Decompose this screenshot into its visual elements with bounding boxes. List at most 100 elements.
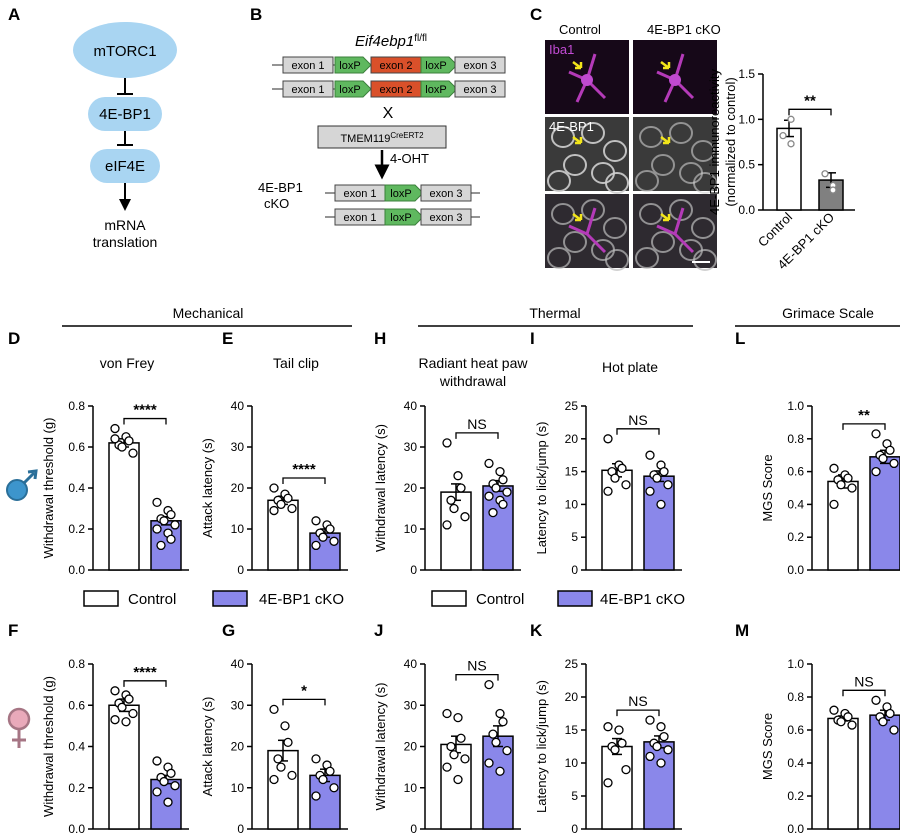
genetic-construct-diagram: Eif4ebp1fl/fl exon 1 loxP exon 2 loxP exon 3… <box>258 33 506 226</box>
y-tick-label: 0.0 <box>787 563 804 577</box>
y-tick-label: 10 <box>231 781 245 795</box>
cko-row-1-loxp <box>384 184 424 202</box>
data-point <box>885 708 895 719</box>
y-tick-label: 30 <box>404 440 418 454</box>
significance-bracket <box>616 428 660 435</box>
y-tick-label: 0 <box>571 563 578 577</box>
header-thermal: Thermal <box>529 305 580 321</box>
chart-l: 0.0 0.2 0.4 0.6 0.8 1.0 MGS Score ** <box>760 399 900 577</box>
y-tick-label: 0.2 <box>68 522 85 536</box>
data-point <box>283 737 293 748</box>
data-point <box>663 745 673 755</box>
panel-letter-g: G <box>222 621 235 640</box>
col-label-cko: 4E-BP1 cKO <box>647 22 721 37</box>
cko-row-2-exon1-label: exon 1 <box>343 212 376 224</box>
y-tick-label: 0.4 <box>787 756 804 770</box>
title-h-2: withdrawal <box>439 373 506 389</box>
data-point <box>663 480 673 490</box>
row-label-4ebp1: 4E-BP1 <box>549 119 594 134</box>
data-point <box>645 715 655 725</box>
y-tick-label: 0.6 <box>68 440 85 454</box>
panel-letter-e: E <box>222 329 233 348</box>
y-tick-label: 0.8 <box>787 690 804 704</box>
bar-control <box>440 491 472 571</box>
4ebp1-node <box>88 97 162 131</box>
y-tick-label: 20 <box>565 690 579 704</box>
chart-f: 0.0 0.2 0.4 0.6 0.8 Withdrawal threshold (g) *… <box>41 657 189 834</box>
y-tick-label: 10 <box>565 497 579 511</box>
flox-row-2-loxp-1 <box>334 80 372 98</box>
significance-label: **** <box>133 402 157 419</box>
y-tick-label: 40 <box>231 657 245 671</box>
y-tick-label: 20 <box>565 432 579 446</box>
flox-row-2-exon1-label: exon 1 <box>291 84 324 96</box>
panel-letter-i: I <box>530 329 535 348</box>
cko-label-2: cKO <box>264 196 289 211</box>
y-tick-label: 0.0 <box>68 563 85 577</box>
y-tick-label: 10 <box>565 756 579 770</box>
male-icon <box>6 469 38 501</box>
data-point <box>110 715 120 725</box>
data-point <box>885 445 895 455</box>
bar-control <box>108 442 140 571</box>
data-point <box>166 510 176 520</box>
flox-row-2-loxp-label: loxP <box>425 84 446 96</box>
y-tick-label: 0.4 <box>68 740 85 754</box>
cross-symbol: X <box>383 105 394 122</box>
significance-label: NS <box>854 673 873 689</box>
data-point <box>124 436 134 446</box>
significance-label: ** <box>858 407 870 424</box>
data-point <box>610 473 620 483</box>
data-point <box>283 493 293 503</box>
data-point <box>449 503 459 514</box>
microscopy-panel: Control 4E-BP1 cKO Iba1 4E-BP1 <box>545 22 721 271</box>
y-tick-label: 0.8 <box>68 657 85 671</box>
data-point <box>456 733 466 743</box>
data-point <box>460 754 470 764</box>
chart-e: 0 10 20 30 40 Attack latency (s) **** <box>200 399 348 577</box>
data-point <box>166 768 176 778</box>
data-point <box>836 717 846 727</box>
data-point <box>847 720 857 730</box>
data-point <box>152 497 162 508</box>
data-point <box>645 751 655 762</box>
bar-control <box>267 749 299 830</box>
data-point <box>498 475 508 485</box>
output-line-2: translation <box>93 234 158 250</box>
micrograph-iba1-cko <box>633 40 717 114</box>
chart-h: 0 10 20 30 40 Withdrawal latency (s) NS <box>373 399 521 577</box>
significance-bracket <box>282 477 326 484</box>
panel-letter-c: C <box>530 5 542 24</box>
data-point <box>484 758 494 768</box>
data-point <box>117 442 127 452</box>
data-point <box>617 463 627 473</box>
data-point <box>128 708 138 719</box>
significance-bracket <box>455 432 499 439</box>
y-tick-label: 0.0 <box>68 822 85 834</box>
significance-bracket <box>455 673 499 681</box>
bar-control <box>827 480 859 571</box>
significance-bracket <box>788 108 832 116</box>
data-point <box>889 458 899 469</box>
significance-bracket <box>123 680 167 687</box>
data-point <box>442 762 452 772</box>
data-point <box>502 745 512 756</box>
data-point <box>484 458 494 469</box>
eif4e-node <box>90 149 160 183</box>
col-label-control: Control <box>559 22 601 37</box>
panel-letter-b: B <box>250 5 262 24</box>
data-point <box>488 729 498 739</box>
legend-swatch-cko-2 <box>557 590 593 607</box>
data-point <box>456 483 466 493</box>
data-point <box>843 473 853 483</box>
y-axis-label: Latency to lick/jump (s) <box>534 422 549 555</box>
micrograph-4ebp1-cko <box>633 117 717 194</box>
significance-label: **** <box>133 664 157 681</box>
data-point <box>269 483 279 493</box>
data-point <box>110 434 120 444</box>
y-axis-label: 4E-BP1 immunoreactivity(normalized to co… <box>707 69 738 215</box>
treatment-label: 4-OHT <box>390 151 429 166</box>
data-point <box>110 423 120 434</box>
title-e: Tail clip <box>273 355 319 371</box>
micrograph-merge-ctrl <box>545 194 629 271</box>
